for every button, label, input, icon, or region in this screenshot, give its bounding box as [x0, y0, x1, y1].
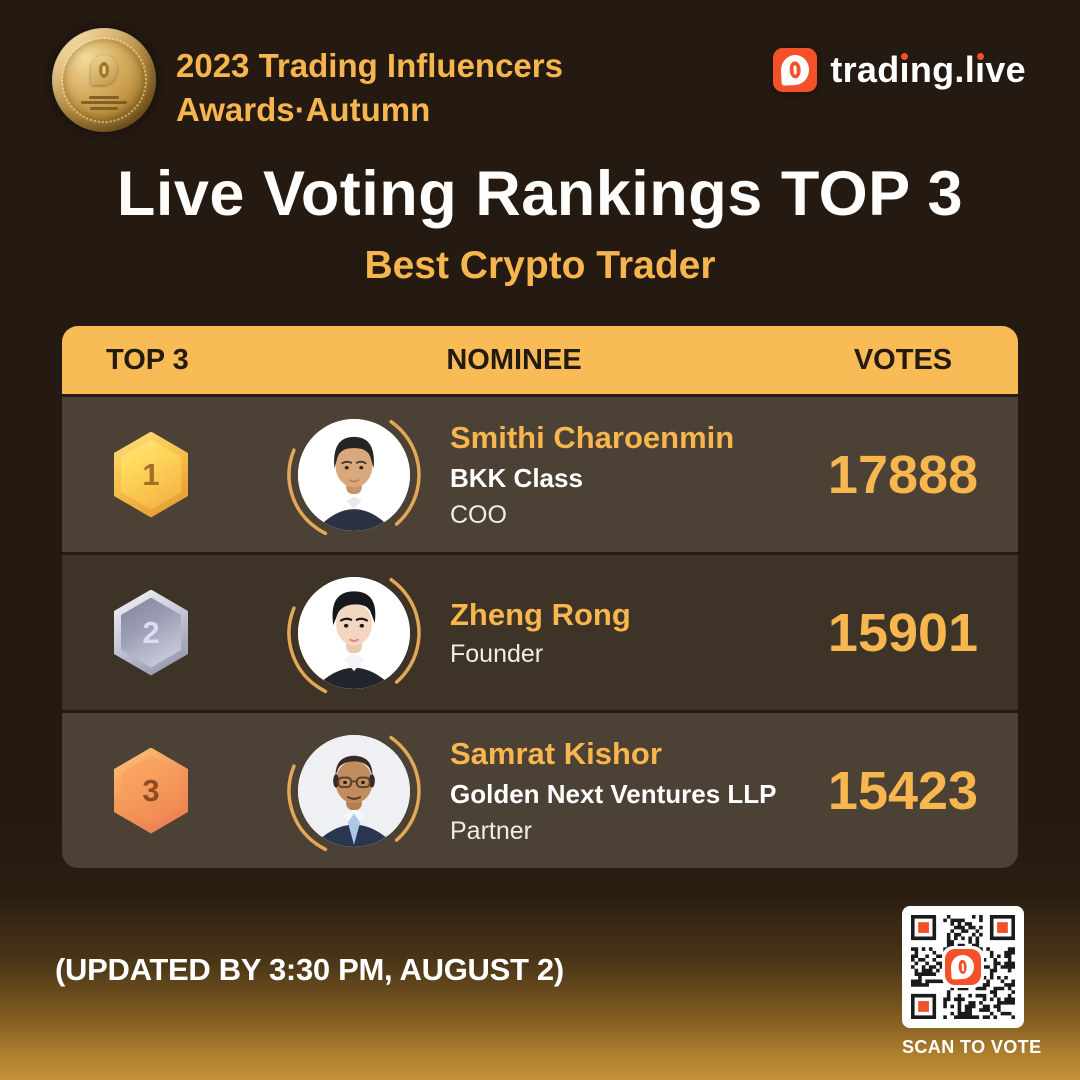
portrait-photo: [298, 734, 410, 847]
medal-engraving: [76, 93, 132, 112]
event-title-line1: 2023 Trading Influencers: [176, 47, 563, 84]
shield-glyph-icon: [950, 954, 976, 980]
header-nominee: NOMINEE: [446, 343, 582, 376]
updated-timestamp: (UPDATED BY 3:30 PM, AUGUST 2): [55, 952, 564, 987]
scan-to-vote-label: SCAN TO VOTE: [902, 1037, 1042, 1057]
nominee-avatar: [284, 405, 424, 545]
nominee-role: Founder: [450, 639, 544, 668]
qr-vote-block: SCAN TO VOTE: [902, 906, 1042, 1058]
avatar-arc-decoration: [287, 565, 421, 700]
vote-count: 15901: [827, 602, 979, 663]
trading-live-icon: [945, 949, 981, 985]
trading-live-wordmark: tradı ng.lı ve: [830, 49, 1026, 90]
top-bar: 2023 Trading Influencers Awards·Autumn t…: [0, 0, 1080, 140]
rank-3-bronze-badge: 3: [114, 747, 188, 834]
medal-shield-icon: [91, 54, 117, 85]
trading-live-icon: [773, 48, 818, 92]
nominee-name: Samrat Kishor: [450, 735, 662, 771]
nominee-name: Smithi Charoenmin: [450, 419, 735, 455]
qr-code-svg: [911, 915, 1015, 1019]
qr-code: [902, 906, 1024, 1028]
table-header: TOP 3 NOMINEE VOTES: [62, 326, 1018, 394]
nominee-role: Partner: [450, 816, 532, 845]
nominee-avatar: [284, 563, 424, 703]
nominee-organization: BKK Class: [450, 462, 583, 493]
header-votes: VOTES: [853, 343, 953, 376]
portrait-photo: [298, 576, 410, 689]
rank-number: 1: [142, 456, 160, 492]
vote-count: 15423: [827, 760, 979, 821]
event-title: 2023 Trading Influencers Awards·Autumn: [176, 44, 563, 131]
rank-number: 2: [142, 614, 160, 650]
nominee-organization: Golden Next Ventures LLP: [450, 778, 777, 809]
portrait-photo: [298, 418, 410, 531]
avatar-arc-decoration: [287, 723, 421, 858]
award-medal-icon: [52, 28, 156, 132]
table-row: 3: [62, 710, 1018, 868]
shield-glyph-icon: [780, 54, 811, 86]
vote-count: 17888: [827, 444, 979, 505]
table-row: 2: [62, 552, 1018, 710]
event-title-line2: Awards·Autumn: [176, 90, 431, 128]
nominee-avatar: [284, 721, 424, 861]
table-row: 1: [62, 394, 1018, 552]
rank-number: 3: [142, 772, 160, 808]
trading-live-logo: tradı ng.lı ve: [773, 28, 1026, 92]
avatar-arc-decoration: [287, 407, 421, 542]
nominee-role: COO: [450, 500, 507, 529]
ranking-table: TOP 3 NOMINEE VOTES 1: [62, 326, 1018, 868]
category-subtitle: Best Crypto Trader: [364, 244, 716, 287]
rank-1-gold-badge: 1: [114, 431, 188, 518]
header-top3: TOP 3: [106, 343, 189, 376]
rank-2-silver-badge: 2: [114, 589, 188, 676]
page-title: Live Voting Rankings TOP 3: [116, 159, 964, 229]
nominee-name: Zheng Rong: [450, 596, 631, 632]
qr-center-logo: [942, 946, 984, 988]
